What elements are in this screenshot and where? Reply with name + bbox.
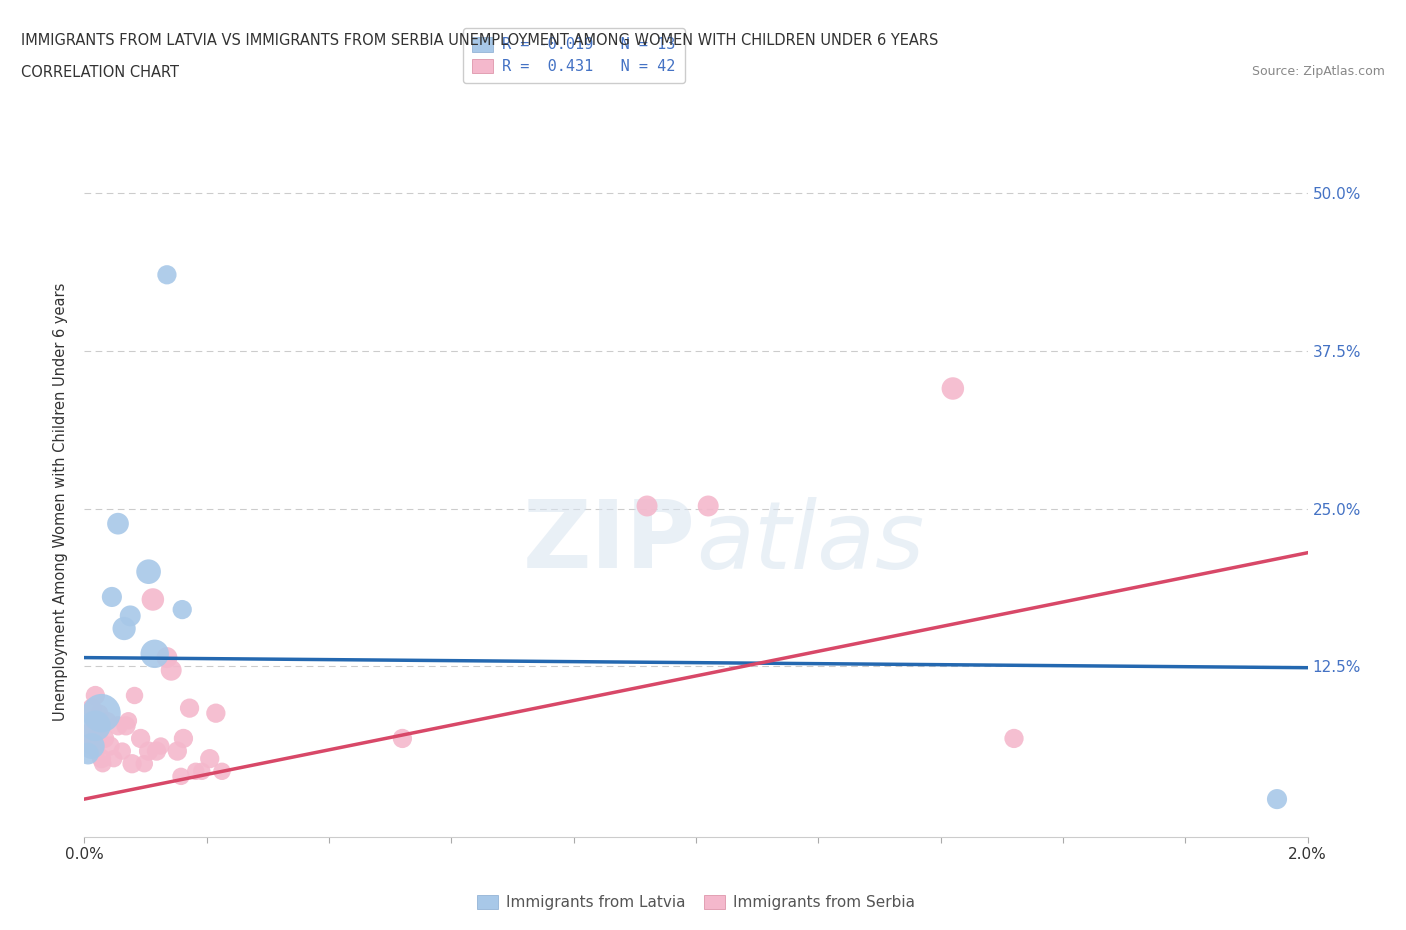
Point <box>79 738 101 753</box>
Y-axis label: Unemployment Among Women with Children Under 6 years: Unemployment Among Women with Children U… <box>53 283 69 722</box>
Point <box>172 602 194 617</box>
Point <box>90 706 112 721</box>
Point <box>697 498 720 513</box>
Point <box>93 731 115 746</box>
Point <box>138 744 160 759</box>
Point <box>145 744 167 759</box>
Point <box>77 746 100 761</box>
Point <box>636 498 658 513</box>
Point <box>143 646 166 661</box>
Point <box>149 738 172 753</box>
Point <box>84 688 107 703</box>
Point <box>166 744 188 759</box>
Point <box>80 700 103 715</box>
Point <box>98 738 121 753</box>
Point <box>160 663 183 678</box>
Point <box>115 718 138 733</box>
Point <box>198 751 221 766</box>
Text: atlas: atlas <box>696 497 924 588</box>
Text: CORRELATION CHART: CORRELATION CHART <box>21 65 179 80</box>
Point <box>84 718 107 733</box>
Point <box>172 731 194 746</box>
Point <box>124 688 146 703</box>
Point <box>86 744 108 759</box>
Point <box>179 700 201 715</box>
Point <box>103 751 125 766</box>
Point <box>138 565 160 579</box>
Point <box>111 744 134 759</box>
Point <box>391 731 413 746</box>
Point <box>121 756 143 771</box>
Point <box>142 592 165 607</box>
Point <box>129 731 152 746</box>
Point <box>80 738 103 753</box>
Legend: Immigrants from Latvia, Immigrants from Serbia: Immigrants from Latvia, Immigrants from … <box>471 889 921 916</box>
Text: ZIP: ZIP <box>523 497 696 589</box>
Point <box>134 756 156 771</box>
Point <box>101 590 124 604</box>
Point <box>97 713 120 728</box>
Point <box>112 621 135 636</box>
Point <box>156 650 179 665</box>
Text: IMMIGRANTS FROM LATVIA VS IMMIGRANTS FROM SERBIA UNEMPLOYMENT AMONG WOMEN WITH C: IMMIGRANTS FROM LATVIA VS IMMIGRANTS FRO… <box>21 33 938 47</box>
Point <box>211 764 233 778</box>
Point <box>77 726 100 741</box>
Point <box>170 769 193 784</box>
Point <box>107 718 129 733</box>
Point <box>89 706 111 721</box>
Point <box>1265 791 1288 806</box>
Point <box>942 381 965 396</box>
Text: Source: ZipAtlas.com: Source: ZipAtlas.com <box>1251 65 1385 78</box>
Point <box>1002 731 1025 746</box>
Point <box>120 608 142 623</box>
Point <box>83 713 105 728</box>
Point <box>184 764 207 778</box>
Point <box>90 751 112 766</box>
Point <box>117 713 139 728</box>
Point <box>156 267 179 282</box>
Point <box>107 516 129 531</box>
Point <box>205 706 228 721</box>
Point <box>91 756 114 771</box>
Point <box>191 764 214 778</box>
Point <box>87 726 110 741</box>
